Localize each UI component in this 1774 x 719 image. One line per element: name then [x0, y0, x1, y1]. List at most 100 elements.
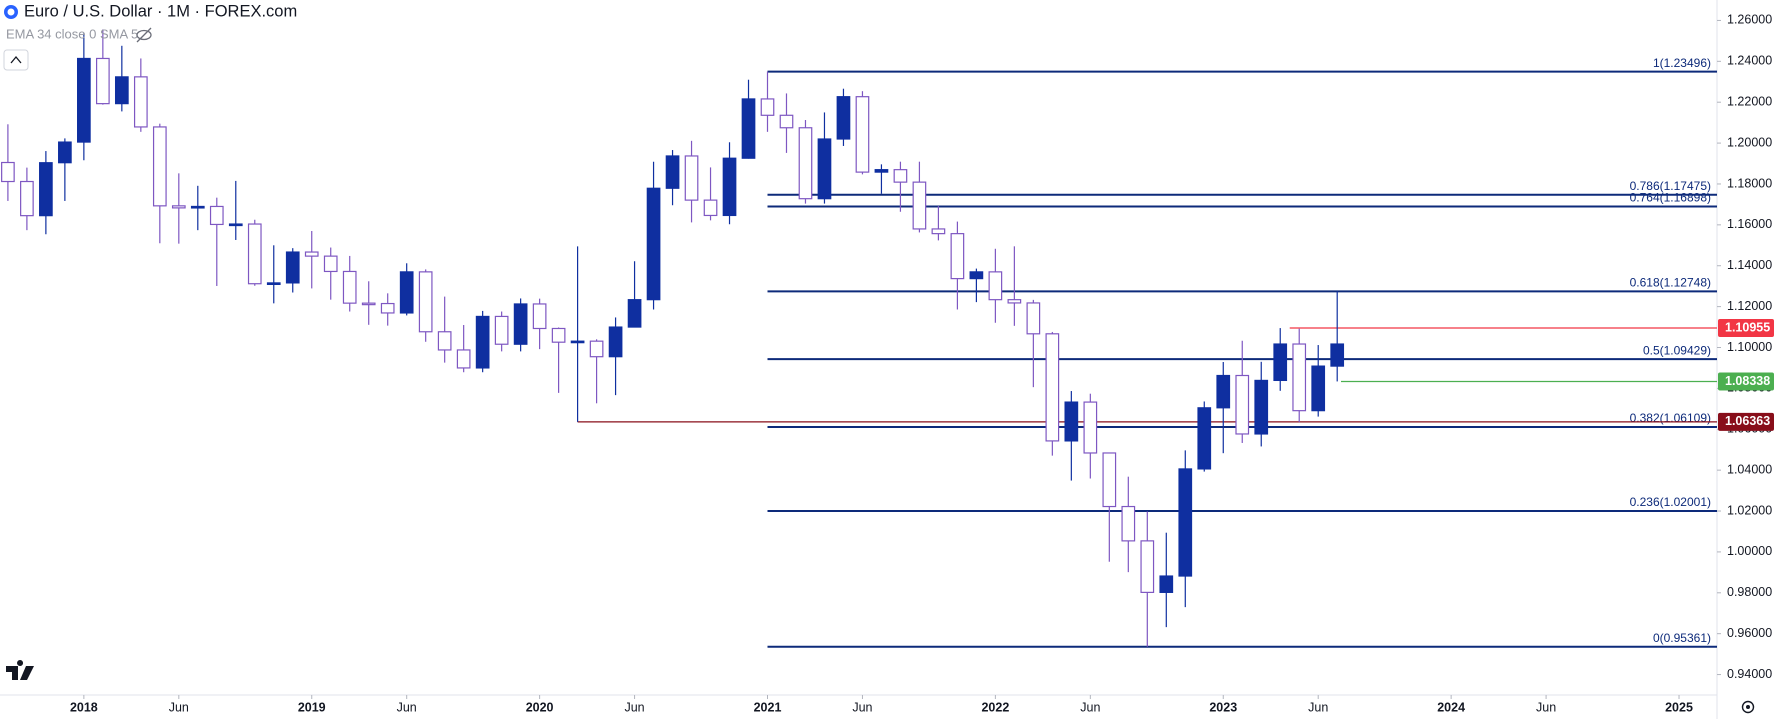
- price-tag: [1718, 412, 1774, 431]
- candle-body: [1, 161, 15, 183]
- candle-body: [266, 282, 281, 286]
- candle-body: [608, 326, 623, 358]
- candle-body: [570, 340, 585, 344]
- y-tick-label: 0.94000: [1727, 667, 1772, 681]
- candle-body: [77, 57, 91, 143]
- candle-body: [1330, 343, 1345, 367]
- candle-body: [437, 331, 452, 351]
- x-tick-label: 2021: [754, 700, 782, 714]
- hide-indicators-icon[interactable]: [136, 27, 152, 43]
- x-tick-label: 2024: [1437, 700, 1465, 714]
- candle-body: [798, 127, 813, 200]
- chart-title: Euro / U.S. Dollar · 1M · FOREX.com: [24, 2, 297, 20]
- y-tick-label: 1.22000: [1727, 95, 1772, 109]
- candle-body: [779, 114, 794, 129]
- candle-body: [703, 199, 718, 217]
- y-tick-label: 1.02000: [1727, 503, 1772, 517]
- fib-level-label: 0.786(1.17475): [1630, 179, 1711, 193]
- y-tick-label: 1.20000: [1727, 135, 1772, 149]
- candles-layer: [1, 29, 1345, 647]
- candle-body: [722, 157, 737, 217]
- candle-body: [988, 271, 1003, 301]
- candle-body: [627, 299, 642, 328]
- candle-body: [1007, 299, 1022, 304]
- candle-body: [836, 96, 851, 140]
- candle-body: [39, 162, 53, 217]
- y-tick-label: 1.00000: [1727, 544, 1772, 558]
- y-tick-label: 1.10000: [1727, 340, 1772, 354]
- axis-layer: 1.26000 1.24000 1.22000 1.20000 1.18000 1.160…: [70, 13, 1774, 714]
- candle-body: [589, 340, 604, 358]
- candle-body: [418, 271, 433, 333]
- fib-level-label: 0.764(1.16898): [1630, 191, 1711, 205]
- y-tick-label: 0.98000: [1727, 585, 1772, 599]
- symbol-icon-inner: [7, 8, 15, 16]
- price-tag-label: 1.08338: [1725, 374, 1770, 388]
- candle-body: [399, 271, 414, 314]
- candle-body: [475, 315, 490, 369]
- candle-body: [1311, 365, 1326, 412]
- candle-body: [665, 155, 680, 189]
- candle-body: [1045, 333, 1060, 442]
- settings-icon[interactable]: [1741, 700, 1755, 714]
- x-tick-label: 2025: [1665, 700, 1693, 714]
- candle-body: [1083, 401, 1098, 454]
- candle-body: [190, 205, 205, 209]
- x-tick-label: Jun: [1080, 700, 1100, 714]
- x-tick-label: Jun: [169, 700, 189, 714]
- candle-body: [1121, 505, 1136, 542]
- x-tick-label: Jun: [852, 700, 872, 714]
- symbol-header: Euro / U.S. Dollar · 1M · FOREX.com EMA …: [3, 2, 297, 71]
- candle-body: [456, 349, 471, 369]
- candle-body: [969, 271, 984, 280]
- x-tick-label: Jun: [397, 700, 417, 714]
- fib-level-label: 0.382(1.06109): [1630, 411, 1711, 425]
- x-tick-label: 2022: [981, 700, 1009, 714]
- x-tick-label: Jun: [1536, 700, 1556, 714]
- candle-body: [817, 138, 832, 200]
- x-tick-label: 2018: [70, 700, 98, 714]
- candle-body: [931, 228, 946, 235]
- candle-body: [171, 205, 186, 209]
- candle-body: [323, 255, 338, 273]
- candle-body: [874, 169, 889, 173]
- candle-body: [1292, 343, 1307, 412]
- y-tick-label: 1.16000: [1727, 217, 1772, 231]
- x-tick-label: Jun: [1308, 700, 1328, 714]
- fib-level-label: 0.236(1.02001): [1630, 495, 1711, 509]
- candle-body: [152, 126, 167, 207]
- candle-body: [513, 303, 528, 345]
- fib-level-label: 0.5(1.09429): [1643, 343, 1711, 357]
- candle-body: [532, 303, 547, 330]
- candle-body: [1197, 407, 1212, 470]
- candle-body: [133, 76, 148, 128]
- candle-body: [1273, 343, 1288, 382]
- x-tick-label: Jun: [624, 700, 644, 714]
- candle-body: [1102, 452, 1117, 508]
- y-tick-label: 0.96000: [1727, 626, 1772, 640]
- candle-body: [1064, 401, 1079, 442]
- candle-body: [247, 223, 262, 285]
- candle-body: [1026, 302, 1041, 335]
- price-tag: [1718, 372, 1774, 391]
- fib-level-label: 1(1.23496): [1653, 56, 1711, 70]
- candle-body: [1159, 575, 1174, 593]
- fib-level-label: 0(0.95361): [1653, 631, 1711, 645]
- candle-body: [342, 270, 357, 304]
- candle-body: [494, 315, 509, 345]
- y-tick-label: 1.04000: [1727, 462, 1772, 476]
- candle-body: [20, 180, 34, 217]
- candle-body: [551, 327, 566, 343]
- y-tick-label: 1.14000: [1727, 258, 1772, 272]
- x-tick-label: 2020: [526, 700, 554, 714]
- candle-body: [855, 96, 870, 173]
- candle-body: [893, 169, 908, 183]
- collapse-button[interactable]: [3, 49, 29, 71]
- candle-body: [209, 205, 224, 226]
- lines-layer: 1(1.23496) 0.786(1.17475)0.764(1.16898) 0.…: [577, 56, 1717, 648]
- candle-body: [1216, 374, 1231, 409]
- fib-level-label: 0.618(1.12748): [1630, 275, 1711, 289]
- candle-body: [380, 302, 395, 314]
